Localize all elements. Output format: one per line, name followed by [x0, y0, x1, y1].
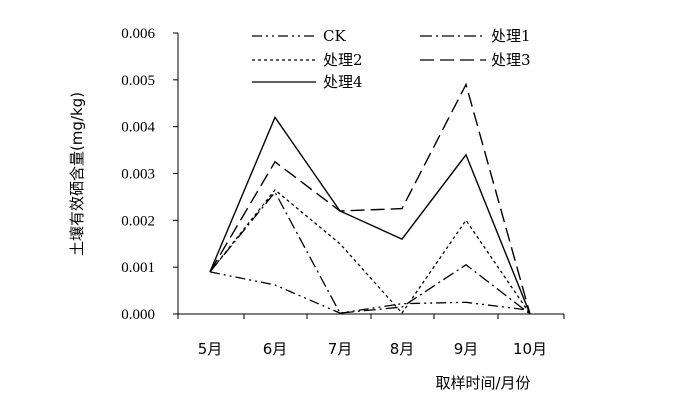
legend-label: CK: [323, 27, 346, 45]
x-tick-label: 6月: [263, 340, 288, 358]
x-tick-label: 7月: [328, 340, 353, 358]
series-line: [209, 115, 531, 315]
legend-label: 处理3: [491, 51, 531, 69]
series-line: [209, 82, 531, 315]
x-axis-title: 取样时间/月份: [435, 374, 530, 392]
y-tick-label: 0.006: [121, 26, 155, 42]
series-lines: [209, 82, 531, 315]
y-tick-label: 0.002: [121, 213, 155, 229]
plot-area: 0.000 0.001 0.002 0.003 0.004 0.005 0.006 5月 6月…: [121, 26, 565, 358]
series-line: [209, 191, 531, 315]
y-tick-label: 0.000: [121, 307, 155, 323]
series-line: [209, 188, 531, 315]
x-tick-label: 9月: [454, 340, 479, 358]
x-tick-label: 8月: [390, 340, 415, 358]
x-ticks: 5月 6月 7月 8月 9月 10月: [177, 314, 565, 358]
series-line: [209, 271, 531, 314]
y-tick-label: 0.004: [121, 120, 155, 136]
y-tick-label: 0.005: [121, 73, 155, 89]
x-tick-label: 10月: [513, 340, 547, 358]
y-tick-label: 0.003: [121, 167, 155, 183]
y-axis-title: 土壤有效硒含量(mg/kg): [68, 92, 86, 256]
legend-label: 处理4: [323, 73, 363, 91]
y-tick-label: 0.001: [121, 260, 155, 276]
legend-label: 处理1: [491, 27, 531, 45]
legend: CK 处理1 处理2 处理3 处理4: [252, 27, 531, 91]
legend-label: 处理2: [323, 51, 363, 69]
y-ticks: 0.000 0.001 0.002 0.003 0.004 0.005 0.006: [121, 26, 178, 323]
x-tick-label: 5月: [198, 340, 223, 358]
